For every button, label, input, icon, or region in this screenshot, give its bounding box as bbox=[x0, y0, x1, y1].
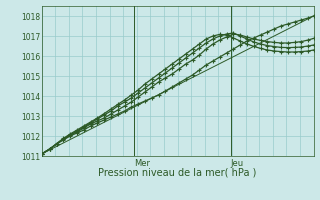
Text: Mer: Mer bbox=[134, 159, 150, 168]
X-axis label: Pression niveau de la mer( hPa ): Pression niveau de la mer( hPa ) bbox=[99, 167, 257, 177]
Text: Jeu: Jeu bbox=[231, 159, 244, 168]
